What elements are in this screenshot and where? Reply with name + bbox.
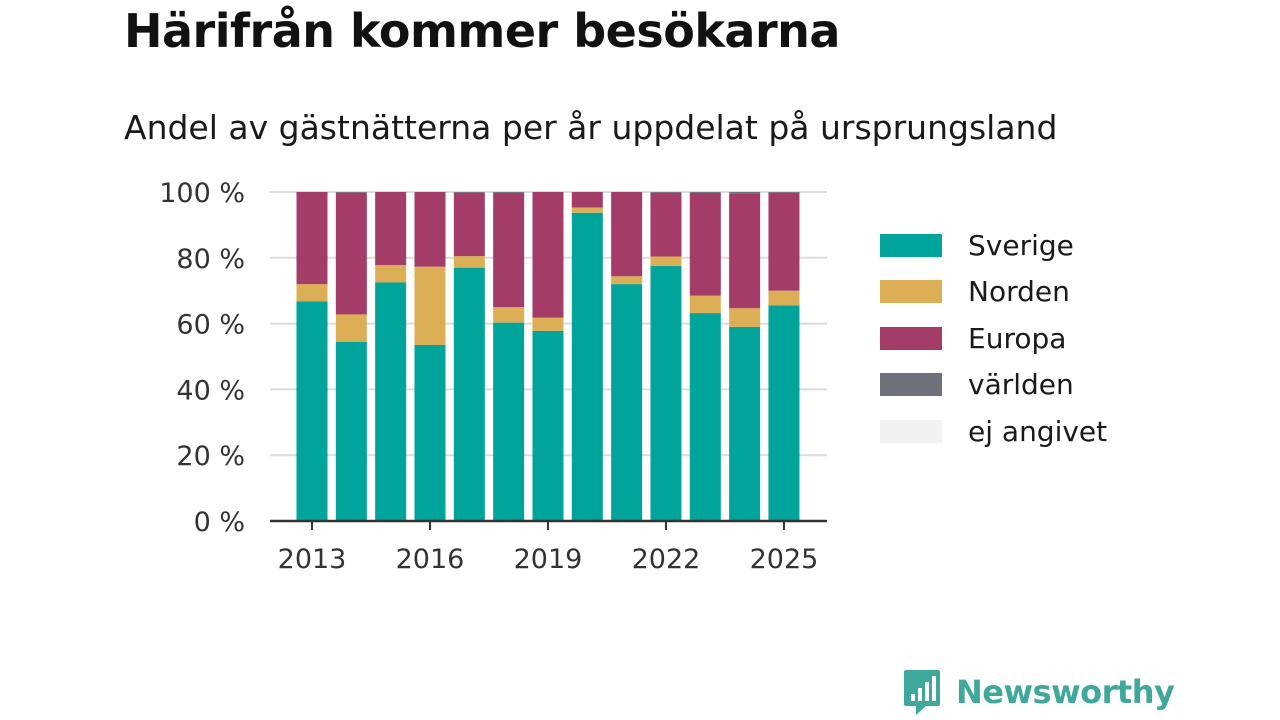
bar-segment-Europa-2013 [296, 192, 328, 285]
bar-segment-Sverige-2021 [611, 284, 643, 521]
bar-segment-Sverige-2020 [571, 212, 603, 522]
bar-segment-Europa-2021 [611, 192, 643, 277]
x-tick-label: 2019 [514, 544, 583, 575]
legend-item: världen [880, 362, 1107, 409]
bar-segment-Europa-2019 [532, 192, 564, 318]
legend-swatch [880, 233, 942, 257]
bar-segment-Norden-2022 [650, 256, 682, 267]
legend-label: Sverige [968, 228, 1074, 262]
bar-segment-Norden-2025 [768, 290, 800, 306]
bar-segment-Europa-2016 [414, 192, 446, 267]
bar-segment-Sverige-2016 [414, 344, 446, 521]
bar-segment-Norden-2018 [493, 307, 525, 323]
bar-segment-Norden-2019 [532, 317, 564, 331]
newsworthy-logo-icon [904, 670, 940, 715]
legend-label: världen [968, 368, 1074, 402]
legend-swatch [880, 373, 942, 397]
x-tick-label: 2025 [750, 544, 819, 575]
bar-segment-Europa-2017 [453, 192, 485, 257]
chart-legend: Sverige Norden Europa världen ej angivet [880, 222, 1107, 455]
bar-segment-Norden-2017 [453, 256, 485, 268]
x-tick-label: 2022 [632, 544, 701, 575]
bar-segment-Europa-2020 [571, 192, 603, 208]
legend-item: Europa [880, 315, 1107, 362]
bar-segment-Norden-2016 [414, 266, 446, 345]
x-tick-label: 2013 [278, 544, 347, 575]
bar-segment-världen-2017 [453, 192, 485, 193]
bar-segment-världen-2022 [650, 192, 682, 193]
bar-segment-Sverige-2017 [453, 267, 485, 521]
bar-segment-Norden-2013 [296, 284, 328, 302]
legend-swatch [880, 326, 942, 350]
bar-segment-Europa-2015 [375, 192, 407, 266]
legend-label: ej angivet [968, 414, 1108, 448]
y-tick-label: 80 % [176, 244, 245, 275]
y-tick-label: 60 % [176, 310, 245, 341]
bar-segment-Sverige-2015 [375, 282, 407, 521]
bar-segment-Europa-2022 [650, 192, 682, 257]
x-tick-label: 2016 [396, 544, 465, 575]
bar-segment-Norden-2021 [611, 276, 643, 285]
bar-segment-Sverige-2022 [650, 266, 682, 521]
legend-label: Europa [968, 321, 1067, 355]
chart-title: Härifrån kommer besökarna [124, 4, 840, 58]
bar-segment-Europa-2018 [493, 192, 525, 308]
brand-logo: Newsworthy [902, 668, 1175, 716]
bar-segment-världen-2018 [493, 192, 525, 193]
legend-swatch [880, 280, 942, 304]
bar-segment-Sverige-2024 [729, 326, 761, 521]
legend-label: Norden [968, 275, 1070, 309]
legend-item: Sverige [880, 222, 1107, 269]
bar-segment-Europa-2023 [689, 192, 721, 296]
bar-segment-Europa-2024 [729, 193, 761, 309]
bar-segment-världen-2025 [768, 192, 800, 193]
bar-segment-Norden-2015 [375, 265, 407, 283]
bar-segment-Sverige-2023 [689, 313, 721, 521]
bar-segment-Norden-2024 [729, 308, 761, 327]
bar-segment-Sverige-2025 [768, 305, 800, 521]
legend-swatch [880, 419, 942, 443]
legend-item: ej angivet [880, 408, 1107, 455]
bar-segment-världen-2014 [335, 192, 367, 193]
bar-segment-Sverige-2013 [296, 301, 328, 521]
y-tick-label: 0 % [194, 507, 245, 538]
brand-name: Newsworthy [956, 673, 1175, 711]
y-tick-label: 100 % [159, 178, 245, 209]
y-tick-label: 40 % [176, 375, 245, 406]
bar-segment-Norden-2023 [689, 295, 721, 314]
bar-segment-Sverige-2019 [532, 330, 564, 521]
bar-segment-Norden-2020 [571, 207, 603, 213]
bar-segment-Europa-2014 [335, 192, 367, 315]
bar-segment-Norden-2014 [335, 314, 367, 342]
bar-segment-världen-2023 [689, 192, 721, 193]
chart-subtitle: Andel av gästnätterna per år uppdelat på… [124, 108, 1058, 147]
bar-segment-Europa-2025 [768, 192, 800, 291]
bar-segment-världen-2024 [729, 192, 761, 194]
bar-segment-Sverige-2018 [493, 322, 525, 521]
y-tick-label: 20 % [176, 441, 245, 472]
legend-item: Norden [880, 269, 1107, 316]
bar-segment-Sverige-2014 [335, 341, 367, 521]
